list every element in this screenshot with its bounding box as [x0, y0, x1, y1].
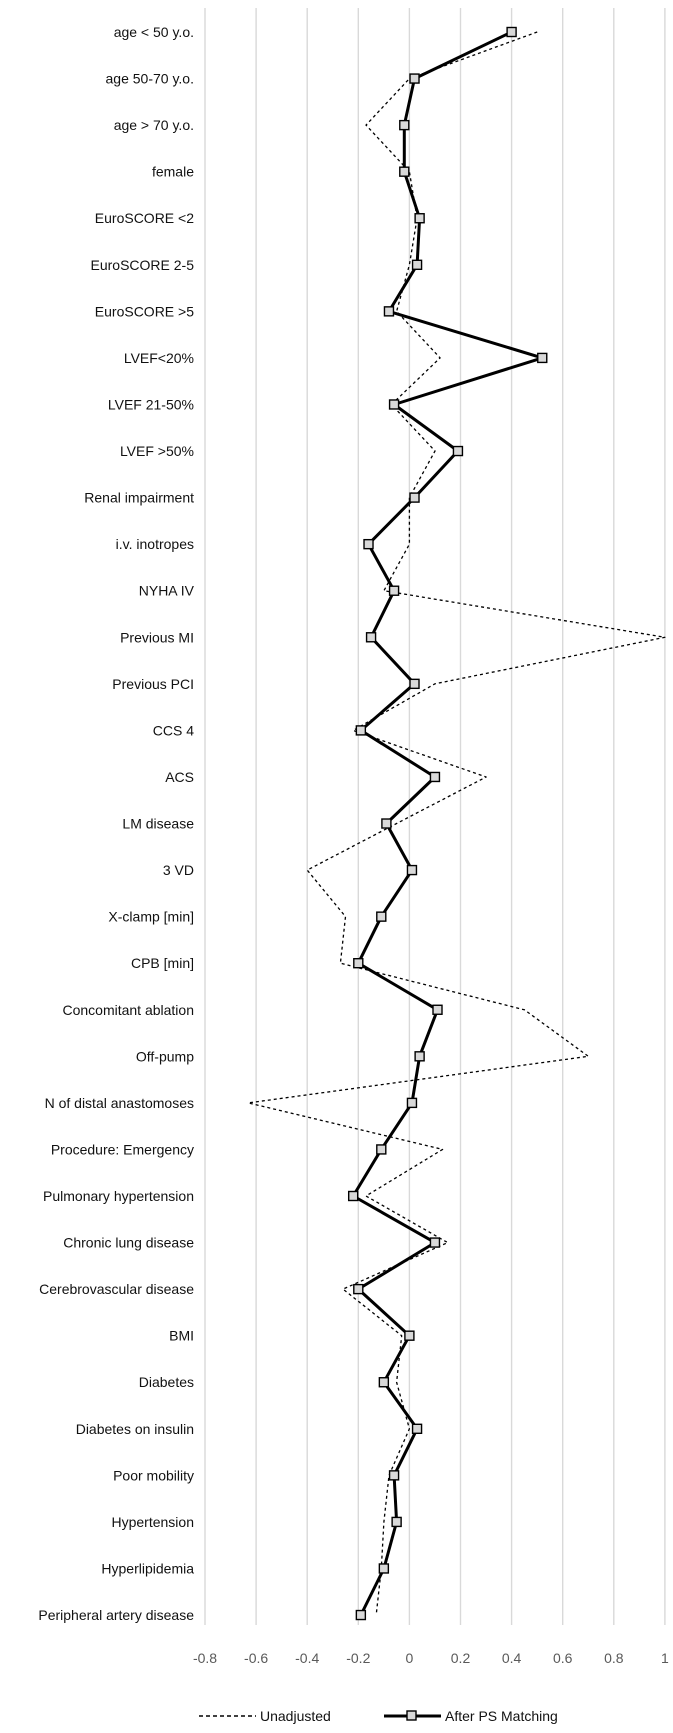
- category-label: BMI: [169, 1328, 194, 1344]
- category-label: age 50-70 y.o.: [106, 71, 194, 87]
- data-point-marker: [363, 538, 374, 550]
- unadjusted-line: [247, 31, 666, 1616]
- category-label: X-clamp [min]: [108, 909, 194, 925]
- series-after-ps-matching: [347, 26, 548, 1621]
- category-label: Peripheral artery disease: [38, 1607, 194, 1623]
- category-label: Hypertension: [112, 1514, 195, 1530]
- category-label: Diabetes: [139, 1374, 194, 1390]
- data-point-marker: [429, 771, 441, 783]
- data-point-marker: [432, 1004, 443, 1015]
- category-label: EuroSCORE <2: [95, 210, 194, 226]
- data-point-marker: [506, 26, 517, 38]
- data-point-marker: [388, 399, 400, 410]
- legend-after-ps-matching-marker: [406, 1710, 417, 1721]
- data-point-marker: [378, 1563, 390, 1574]
- x-tick-label: -0.8: [193, 1650, 217, 1666]
- data-point-marker: [378, 1377, 390, 1388]
- data-point-marker: [347, 1190, 359, 1202]
- data-point-marker: [355, 725, 367, 736]
- category-label: N of distal anastomoses: [45, 1095, 194, 1111]
- data-point-marker: [411, 259, 423, 270]
- data-point-marker: [537, 352, 548, 364]
- data-point-marker: [414, 213, 425, 224]
- data-point-marker: [414, 1051, 425, 1062]
- category-label: LM disease: [122, 816, 194, 832]
- category-label: Previous PCI: [112, 676, 194, 692]
- category-label: EuroSCORE 2-5: [91, 257, 195, 273]
- x-tick-label: -0.4: [295, 1650, 319, 1666]
- data-point-marker: [399, 119, 410, 131]
- category-label: Procedure: Emergency: [51, 1141, 194, 1157]
- category-label: Previous MI: [120, 629, 194, 645]
- category-label: LVEF >50%: [120, 443, 194, 459]
- category-label: CPB [min]: [131, 955, 194, 971]
- data-point-marker: [452, 445, 464, 457]
- x-tick-label: -0.6: [244, 1650, 268, 1666]
- legend: Unadjusted After PS Matching: [199, 1708, 558, 1724]
- data-point-marker: [399, 166, 410, 177]
- x-tick-label: 0.6: [553, 1650, 573, 1666]
- x-tick-label: 0.8: [604, 1650, 624, 1666]
- data-point-marker: [381, 818, 392, 829]
- category-label: Hyperlipidemia: [101, 1560, 194, 1576]
- x-tick-label: 0.4: [502, 1650, 522, 1666]
- category-label: age > 70 y.o.: [114, 117, 194, 133]
- legend-unadjusted-label: Unadjusted: [260, 1708, 331, 1724]
- category-label: Poor mobility: [113, 1467, 194, 1483]
- category-label: Cerebrovascular disease: [39, 1281, 194, 1297]
- category-label: Pulmonary hypertension: [43, 1188, 194, 1204]
- data-point-marker: [429, 1237, 441, 1248]
- data-point-marker: [376, 911, 387, 922]
- category-label: Diabetes on insulin: [76, 1421, 194, 1437]
- data-point-marker: [376, 1144, 387, 1155]
- x-tick-label: 1: [661, 1650, 669, 1666]
- data-point-marker: [355, 1609, 367, 1621]
- data-point-marker: [353, 958, 364, 969]
- series-unadjusted: [247, 31, 666, 1616]
- x-tick-label: -0.2: [346, 1650, 370, 1666]
- data-point-marker: [388, 1470, 400, 1481]
- category-label: i.v. inotropes: [116, 536, 194, 552]
- category-label: Renal impairment: [84, 490, 194, 506]
- data-point-marker: [409, 492, 420, 503]
- data-point-marker: [411, 1423, 423, 1435]
- category-label: NYHA IV: [139, 583, 195, 599]
- category-label: EuroSCORE >5: [95, 303, 194, 319]
- category-label: age < 50 y.o.: [114, 24, 194, 40]
- x-tick-label: 0.2: [451, 1650, 471, 1666]
- data-point-marker: [353, 1283, 364, 1295]
- legend-after-ps-matching-label: After PS Matching: [445, 1708, 558, 1724]
- category-label: 3 VD: [163, 862, 194, 878]
- data-point-marker: [388, 585, 400, 596]
- data-point-marker: [409, 678, 420, 690]
- data-point-marker: [365, 632, 377, 643]
- category-label: LVEF 21-50%: [108, 396, 194, 412]
- data-point-marker: [406, 1097, 418, 1109]
- gridlines: [204, 8, 666, 1625]
- data-point-marker: [406, 864, 418, 876]
- category-label: Off-pump: [136, 1048, 194, 1064]
- data-point-marker: [391, 1516, 402, 1528]
- category-label: ACS: [165, 769, 194, 785]
- data-point-marker: [383, 306, 395, 317]
- category-label: Chronic lung disease: [63, 1235, 194, 1251]
- y-axis-category-labels: age < 50 y.o. age 50-70 y.o. age > 70 y.o.…: [38, 24, 194, 1623]
- data-point-marker: [409, 73, 420, 84]
- data-point-marker: [404, 1330, 415, 1341]
- category-label: CCS 4: [153, 722, 194, 738]
- x-tick-label: 0: [406, 1650, 414, 1666]
- category-label: female: [152, 164, 194, 180]
- category-label: Concomitant ablation: [62, 1002, 194, 1018]
- x-axis-tick-labels: -0.8 -0.6 -0.4 -0.2 0 0.2 0.4 0.6 0.8 1: [193, 1650, 669, 1666]
- category-label: LVEF<20%: [124, 350, 194, 366]
